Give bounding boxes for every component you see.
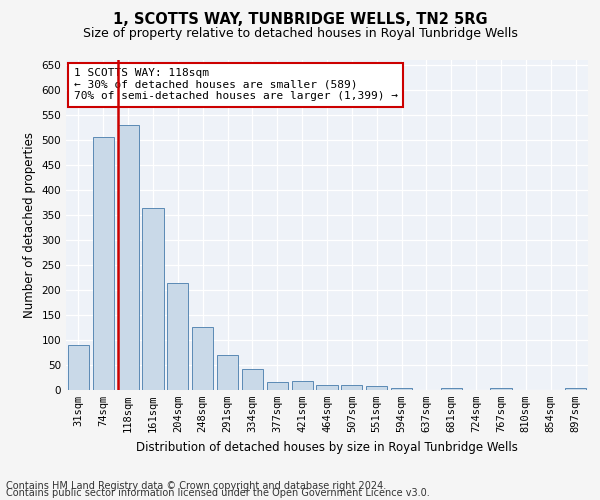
Bar	[366, 386, 387, 390]
Bar	[68, 345, 89, 390]
Bar	[441, 388, 462, 390]
Bar	[267, 382, 288, 390]
Y-axis label: Number of detached properties: Number of detached properties	[23, 132, 36, 318]
Text: Contains public sector information licensed under the Open Government Licence v3: Contains public sector information licen…	[6, 488, 430, 498]
Text: 1 SCOTTS WAY: 118sqm
← 30% of detached houses are smaller (589)
70% of semi-deta: 1 SCOTTS WAY: 118sqm ← 30% of detached h…	[74, 68, 398, 102]
Bar	[292, 380, 313, 390]
Text: Contains HM Land Registry data © Crown copyright and database right 2024.: Contains HM Land Registry data © Crown c…	[6, 481, 386, 491]
Bar	[217, 355, 238, 390]
Bar	[242, 368, 263, 390]
Bar	[341, 384, 362, 390]
Bar	[93, 136, 114, 390]
Text: Size of property relative to detached houses in Royal Tunbridge Wells: Size of property relative to detached ho…	[83, 28, 517, 40]
X-axis label: Distribution of detached houses by size in Royal Tunbridge Wells: Distribution of detached houses by size …	[136, 440, 518, 454]
Bar	[192, 327, 213, 390]
Bar	[391, 388, 412, 390]
Bar	[118, 125, 139, 390]
Bar	[565, 388, 586, 390]
Bar	[316, 384, 338, 390]
Text: 1, SCOTTS WAY, TUNBRIDGE WELLS, TN2 5RG: 1, SCOTTS WAY, TUNBRIDGE WELLS, TN2 5RG	[113, 12, 487, 28]
Bar	[167, 282, 188, 390]
Bar	[142, 208, 164, 390]
Bar	[490, 388, 512, 390]
